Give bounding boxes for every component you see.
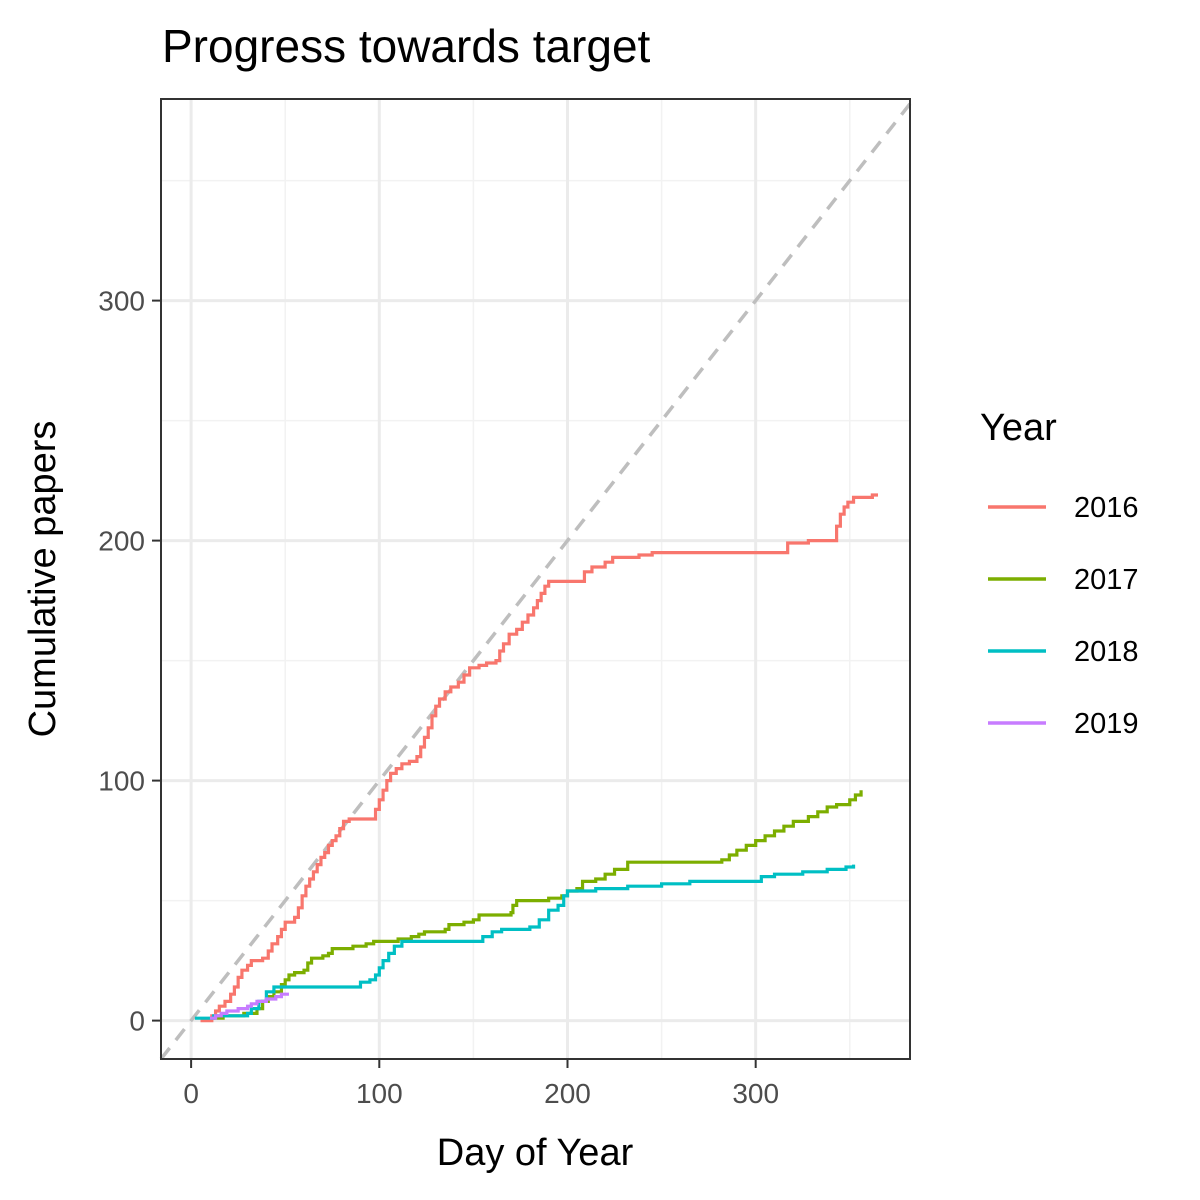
target-reference-line [159, 102, 912, 1061]
plot-area [159, 98, 912, 1061]
axis-layer: 0 100 200 300 0 100 200 300 [98, 286, 779, 1109]
x-tick-label: 0 [183, 1078, 199, 1109]
legend-item-2017: 2017 [988, 564, 1139, 596]
x-tick-label: 300 [732, 1078, 779, 1109]
reference-line-layer [159, 102, 912, 1061]
series-line-2016 [200, 493, 879, 1023]
series-line-2018 [194, 864, 856, 1020]
legend-item-2018: 2018 [988, 636, 1139, 668]
legend-label-2017: 2017 [1074, 564, 1139, 596]
series-layer [194, 493, 879, 1023]
y-tick-label: 300 [98, 286, 145, 317]
legend-title: Year [980, 407, 1057, 449]
x-tick-label: 200 [544, 1078, 591, 1109]
chart-title: Progress towards target [162, 20, 651, 72]
legend-item-2019: 2019 [988, 708, 1139, 740]
legend-label-2018: 2018 [1074, 636, 1139, 668]
x-tick-label: 100 [356, 1078, 403, 1109]
series-line-2019 [209, 992, 289, 1020]
grid-layer [161, 99, 910, 1059]
plot-border [160, 98, 911, 1060]
legend-items: 2016 2017 2018 2019 [988, 492, 1139, 740]
x-axis-title: Day of Year [437, 1132, 634, 1174]
legend-label-2019: 2019 [1074, 708, 1139, 740]
y-axis-title: Cumulative papers [22, 421, 64, 738]
y-tick-label: 0 [129, 1006, 145, 1037]
y-tick-label: 100 [98, 766, 145, 797]
legend: Year 2016 2017 2018 2019 [980, 407, 1139, 740]
legend-label-2016: 2016 [1074, 492, 1139, 524]
y-tick-label: 200 [98, 526, 145, 557]
legend-item-2016: 2016 [988, 492, 1139, 524]
series-line-2017 [209, 790, 863, 1020]
